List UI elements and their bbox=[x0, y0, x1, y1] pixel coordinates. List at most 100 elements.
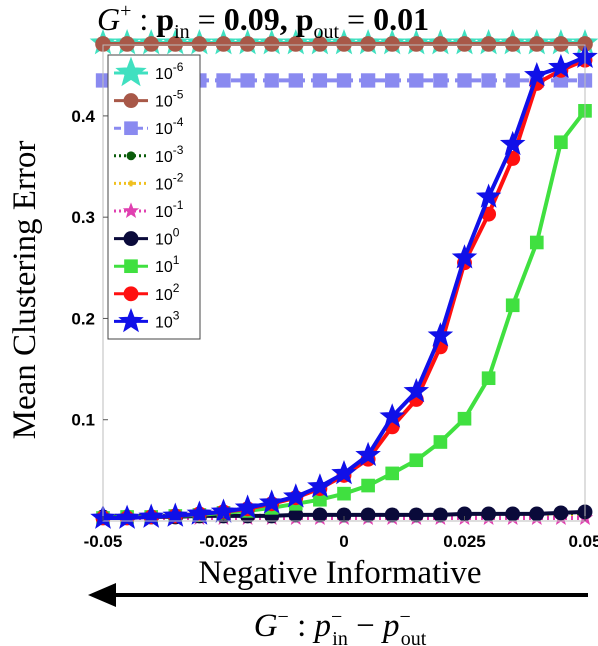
legend-entry: 10-3 bbox=[114, 143, 184, 166]
data-point bbox=[504, 36, 521, 52]
legend-marker bbox=[123, 93, 139, 109]
series-10-5 bbox=[95, 36, 593, 52]
data-point bbox=[554, 135, 568, 150]
legend-entry: 101 bbox=[114, 253, 180, 276]
x-tick-label: 0.025 bbox=[443, 532, 486, 551]
x-tick-label: 0.05 bbox=[568, 532, 598, 551]
data-point bbox=[336, 36, 352, 52]
data-point bbox=[408, 36, 425, 52]
chart-title: G+ : pin = 0.09, pout = 0.01 bbox=[97, 0, 429, 43]
legend-label: 10-2 bbox=[155, 170, 184, 193]
svg-text:G− : p−in − p−out: G− : p− in − p− out bbox=[254, 606, 427, 646]
data-point bbox=[480, 36, 497, 52]
data-point bbox=[355, 441, 381, 467]
data-point bbox=[433, 73, 448, 88]
data-point bbox=[553, 505, 569, 521]
data-point bbox=[167, 36, 184, 52]
legend-label: 10-5 bbox=[155, 88, 184, 111]
data-point bbox=[360, 507, 376, 523]
data-point bbox=[499, 130, 526, 156]
data-point bbox=[264, 73, 279, 88]
data-point bbox=[505, 506, 521, 522]
data-point bbox=[287, 36, 304, 52]
legend-label: 100 bbox=[155, 226, 180, 249]
legend-entry: 102 bbox=[114, 281, 180, 304]
data-point bbox=[481, 73, 496, 88]
data-point bbox=[457, 411, 472, 426]
arrow-caption: G− : p− in − p− out bbox=[254, 606, 427, 646]
data-point bbox=[312, 36, 328, 52]
data-point bbox=[186, 500, 213, 525]
legend-marker bbox=[126, 151, 136, 161]
data-point bbox=[384, 36, 401, 52]
data-point bbox=[409, 453, 424, 468]
data-point bbox=[548, 53, 574, 79]
data-point bbox=[288, 73, 303, 88]
legend-entry: 10-5 bbox=[114, 88, 184, 111]
x-tick-label: -0.025 bbox=[199, 532, 247, 551]
legend-marker bbox=[123, 231, 139, 247]
y-axis-label: Mean Clustering Error bbox=[7, 141, 43, 440]
legend-marker bbox=[122, 202, 140, 218]
data-point bbox=[337, 486, 351, 501]
data-point bbox=[408, 507, 424, 523]
data-point bbox=[263, 36, 280, 52]
data-point bbox=[427, 322, 454, 347]
data-point bbox=[529, 235, 544, 250]
data-point bbox=[384, 507, 400, 523]
data-point bbox=[361, 478, 375, 493]
data-point bbox=[451, 244, 478, 269]
data-point bbox=[239, 36, 256, 52]
data-point bbox=[457, 73, 472, 88]
y-tick-label: 0.4 bbox=[71, 107, 95, 126]
legend-label: 10-3 bbox=[155, 143, 184, 166]
legend-label: 101 bbox=[155, 253, 180, 276]
data-point bbox=[215, 36, 232, 52]
data-point bbox=[331, 459, 357, 485]
data-point bbox=[457, 506, 472, 522]
data-point bbox=[114, 504, 140, 529]
data-point bbox=[403, 377, 430, 403]
legend-marker bbox=[128, 180, 134, 187]
legend-entry: 103 bbox=[114, 307, 180, 333]
y-tick-label: 0.3 bbox=[71, 208, 95, 227]
data-point bbox=[481, 371, 496, 386]
data-point bbox=[307, 473, 333, 498]
data-point bbox=[258, 489, 285, 514]
legend-label: 103 bbox=[155, 308, 180, 331]
y-tick-label: 0.2 bbox=[71, 309, 95, 328]
legend-label: 102 bbox=[155, 281, 180, 304]
data-point bbox=[234, 494, 261, 519]
data-point bbox=[524, 61, 550, 87]
legend-label: 10-4 bbox=[155, 115, 184, 138]
data-point bbox=[312, 507, 328, 523]
y-tick-label: 0.1 bbox=[71, 411, 95, 430]
data-point bbox=[312, 73, 328, 88]
data-point bbox=[336, 73, 352, 88]
x-tick-label: -0.05 bbox=[84, 532, 123, 551]
legend-label: 10-1 bbox=[155, 198, 184, 221]
data-point bbox=[432, 36, 449, 52]
legend-entry: 10-6 bbox=[114, 56, 184, 87]
data-point bbox=[553, 36, 569, 52]
data-point bbox=[313, 492, 327, 507]
legend-marker bbox=[124, 121, 138, 136]
legend-label: 10-6 bbox=[155, 60, 184, 83]
data-point bbox=[385, 466, 400, 481]
data-point bbox=[475, 183, 502, 208]
data-point bbox=[379, 403, 405, 428]
data-point bbox=[283, 483, 309, 508]
legend-box bbox=[107, 54, 201, 340]
x-axis-label: Negative Informative bbox=[198, 555, 481, 591]
data-point bbox=[360, 73, 376, 88]
data-point bbox=[528, 36, 545, 52]
x-tick-label: 0 bbox=[339, 532, 348, 551]
data-point bbox=[505, 298, 520, 313]
data-point bbox=[481, 506, 497, 522]
data-point bbox=[553, 73, 569, 88]
data-point bbox=[456, 36, 473, 52]
data-point bbox=[385, 73, 400, 88]
legend-entry: 100 bbox=[114, 226, 180, 249]
data-point bbox=[95, 36, 111, 52]
legend-marker bbox=[118, 307, 144, 333]
